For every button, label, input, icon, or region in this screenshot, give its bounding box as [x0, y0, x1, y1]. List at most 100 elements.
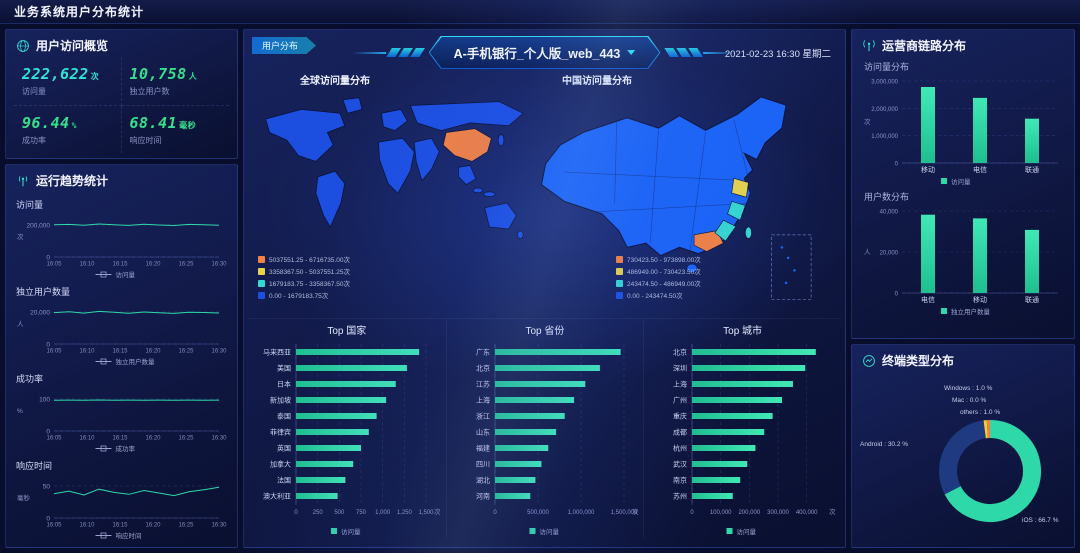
carrier-title-row: 运营商链路分布 [852, 30, 1074, 57]
legend-swatch [616, 279, 623, 287]
carrier-visits-sublabel: 访问量分布 [864, 62, 910, 72]
stat-visits-value: 222,622 [22, 65, 89, 83]
svg-text:16:05: 16:05 [46, 523, 62, 529]
stat-response-time-value: 68.41 [129, 113, 178, 132]
terminal-title: 终端类型分布 [882, 354, 955, 368]
top-charts-row: Top 国家 0 250 500 750 1,000 1,250 1,500 次马来西亚 美国日… [248, 318, 841, 538]
svg-text:16:20: 16:20 [145, 349, 161, 355]
svg-text:人: 人 [864, 248, 871, 256]
legend-item: 0.00 - 243474.50次 [616, 290, 701, 300]
top-countries-header: Top 国家 [327, 326, 367, 337]
stat-visits-unit: 次 [90, 72, 100, 81]
svg-text:1,500,000: 1,500,000 [610, 510, 637, 516]
svg-text:苏州: 苏州 [673, 492, 687, 501]
svg-text:独立用户数量: 独立用户数量 [951, 307, 991, 316]
svg-text:0: 0 [46, 429, 50, 436]
svg-text:16:25: 16:25 [178, 436, 194, 442]
stat-response-time-label: 响应时间 [129, 135, 162, 145]
panel-user-distribution: 用户分布 A-手机银行_个人版_web_443 2021-02-23 16:30… [243, 29, 846, 548]
svg-text:成都: 成都 [673, 428, 687, 437]
overview-title-row: 用户访问概览 [6, 30, 237, 57]
svg-text:16:25: 16:25 [178, 523, 194, 529]
trends-title: 运行趋势统计 [36, 174, 109, 188]
carrier-visits-chart: 3,000,000 2,000,000 1,000,000 0 次移动 电信 联通 访问量 [858, 73, 1068, 187]
world-map [265, 97, 524, 240]
svg-text:电信: 电信 [973, 165, 987, 174]
legend-swatch [258, 291, 265, 299]
trend-response-label: 响应时间 [16, 461, 53, 471]
svg-text:河南: 河南 [476, 492, 490, 501]
svg-text:移动: 移动 [973, 295, 987, 304]
svg-text:16:20: 16:20 [145, 436, 161, 442]
svg-text:20,000: 20,000 [30, 310, 50, 317]
svg-text:南京: 南京 [673, 476, 687, 485]
svg-text:访问量: 访问量 [116, 270, 136, 279]
trend-chart-response: 50 0 毫秒 16:05 16:10 16:15 16:20 16:25 16:30 响应时间 [14, 472, 229, 541]
panel-trend-statistics: 运行趋势统计 访问量 200,000 0 次 16:05 16:10 16:15 16:20… [5, 164, 238, 548]
svg-text:500,000: 500,000 [527, 510, 549, 516]
svg-text:16:10: 16:10 [79, 349, 95, 355]
report-selector[interactable]: A-手机银行_个人版_web_443 [351, 36, 738, 69]
trend-visits-label: 访问量 [16, 200, 44, 210]
svg-text:3,000,000: 3,000,000 [871, 80, 898, 86]
svg-text:%: % [17, 408, 23, 415]
svg-text:16:20: 16:20 [145, 523, 161, 529]
donut-label-windows: Windows : 1.0 % [944, 385, 993, 392]
terminal-title-row: 终端类型分布 [852, 345, 1074, 372]
trend-users-label: 独立用户数量 [16, 287, 71, 297]
stat-success-rate-unit: % [71, 120, 77, 130]
stat-unique-users-value: 10,758 [129, 65, 187, 83]
svg-text:100: 100 [39, 397, 50, 404]
svg-text:16:30: 16:30 [211, 523, 227, 529]
donut-label-others: others : 1.0 % [960, 409, 1001, 416]
svg-text:人: 人 [17, 320, 24, 328]
svg-text:0: 0 [294, 510, 298, 516]
app-title: 业务系统用户分布统计 [14, 5, 145, 19]
svg-text:200,000: 200,000 [27, 223, 51, 230]
svg-text:40,000: 40,000 [880, 210, 899, 216]
svg-text:次: 次 [17, 232, 24, 241]
svg-text:200,000: 200,000 [739, 510, 761, 516]
panel-user-access-overview: 用户访问概览 222,622 次 访问量 10,758 人 独立用户数 96.44%… [5, 29, 238, 159]
dropdown-caret-icon [627, 50, 635, 55]
trend-chart-visits: 200,000 0 次 16:05 16:10 16:15 16:20 16:25 16:30 访… [14, 211, 229, 280]
stat-response-time-unit: 毫秒 [179, 120, 197, 130]
stat-success-rate-label: 成功率 [22, 135, 46, 145]
user-distribution-badge: 用户分布 [252, 37, 317, 54]
svg-text:澳大利亚: 澳大利亚 [263, 492, 291, 501]
svg-text:0: 0 [895, 162, 899, 168]
panel-terminal-type-distribution: 终端类型分布 Windows : 1.0 % Mac : 0.0 % other… [851, 344, 1075, 548]
legend-item: 243474.50 - 486949.00次 [616, 278, 701, 288]
svg-text:2,000,000: 2,000,000 [871, 107, 898, 113]
carrier-title: 运营商链路分布 [882, 39, 967, 53]
donut-label-android: Android : 30.2 % [860, 441, 909, 448]
svg-text:上海: 上海 [476, 396, 490, 405]
svg-text:16:10: 16:10 [79, 436, 95, 442]
trend-section-visits: 访问量 200,000 0 次 16:05 16:10 16:15 16:20 16:25 16… [6, 198, 237, 279]
svg-text:泰国: 泰国 [277, 412, 291, 421]
svg-text:100,000: 100,000 [710, 510, 732, 516]
top-cities-header: Top 城市 [723, 326, 763, 337]
svg-text:750: 750 [356, 510, 367, 516]
globe-icon [16, 39, 30, 53]
svg-text:1,000,000: 1,000,000 [567, 510, 594, 516]
legend-item: 1679183.75 - 3358367.50次 [258, 278, 350, 288]
legend-item: 730423.50 - 973898.00次 [616, 254, 701, 264]
svg-text:山东: 山东 [476, 428, 490, 437]
svg-text:湖北: 湖北 [476, 476, 490, 485]
legend-swatch [258, 267, 265, 275]
svg-text:次: 次 [864, 117, 871, 126]
svg-text:独立用户数量: 独立用户数量 [116, 357, 156, 366]
svg-text:联通: 联通 [1025, 295, 1039, 304]
svg-text:16:10: 16:10 [79, 523, 95, 529]
china-map [540, 96, 812, 301]
title-decor-left [351, 48, 425, 57]
svg-text:浙江: 浙江 [476, 412, 490, 421]
top-cities-chart: 0 100,000 200,000 300,000 400,000 次 北京 深圳 上海 广州 重庆… [646, 340, 839, 538]
trend-circle-icon [862, 354, 876, 368]
svg-text:深圳: 深圳 [673, 364, 687, 373]
svg-text:1,000,000: 1,000,000 [871, 134, 898, 140]
trend-chart-success: 100 0% 16:05 16:10 16:15 16:20 16:25 16:30 成功率 [14, 385, 229, 454]
legend-swatch [616, 267, 623, 275]
svg-text:访问量: 访问量 [341, 527, 361, 536]
